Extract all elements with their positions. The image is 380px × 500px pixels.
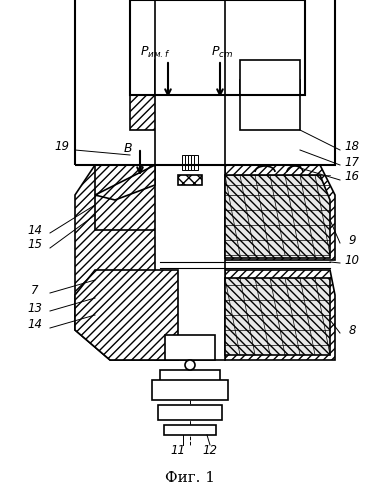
Polygon shape <box>75 165 178 360</box>
Text: 16: 16 <box>345 170 359 183</box>
Text: Фиг. 1: Фиг. 1 <box>165 471 215 485</box>
Bar <box>178 145 202 165</box>
Bar <box>130 0 305 95</box>
Text: 19: 19 <box>54 140 70 153</box>
Polygon shape <box>95 165 155 200</box>
Text: 13: 13 <box>27 302 43 314</box>
Bar <box>158 405 222 420</box>
Bar <box>164 425 216 435</box>
Bar <box>194 155 198 170</box>
Text: 10: 10 <box>345 254 359 266</box>
Text: 8: 8 <box>348 324 356 336</box>
Text: 15: 15 <box>27 238 43 252</box>
Bar <box>130 95 210 130</box>
Bar <box>155 165 225 360</box>
Bar <box>155 0 225 165</box>
Bar <box>185 155 189 170</box>
Text: 14: 14 <box>27 318 43 332</box>
Bar <box>191 155 195 170</box>
Polygon shape <box>75 270 178 360</box>
Text: 14: 14 <box>27 224 43 236</box>
Text: 17: 17 <box>345 156 359 168</box>
Polygon shape <box>225 175 330 258</box>
Bar <box>95 165 178 230</box>
Bar <box>178 175 202 185</box>
Bar <box>240 80 300 130</box>
Text: $P_{им.f}$: $P_{им.f}$ <box>140 44 170 60</box>
Text: $B$: $B$ <box>123 142 133 154</box>
Bar <box>155 60 185 95</box>
Bar <box>152 380 228 400</box>
Polygon shape <box>225 270 335 360</box>
Bar <box>165 335 215 360</box>
Text: 7: 7 <box>31 284 39 296</box>
Text: 18: 18 <box>345 140 359 153</box>
Text: 9: 9 <box>348 234 356 246</box>
Text: $P_{cm}$: $P_{cm}$ <box>211 44 233 60</box>
Polygon shape <box>225 165 335 260</box>
Text: 11: 11 <box>171 444 185 456</box>
Bar <box>182 155 186 170</box>
Bar <box>240 60 300 95</box>
Circle shape <box>185 360 195 370</box>
Text: 12: 12 <box>203 444 217 456</box>
Bar <box>188 155 192 170</box>
Polygon shape <box>225 278 330 355</box>
Bar <box>75 0 335 165</box>
Bar <box>160 370 220 385</box>
